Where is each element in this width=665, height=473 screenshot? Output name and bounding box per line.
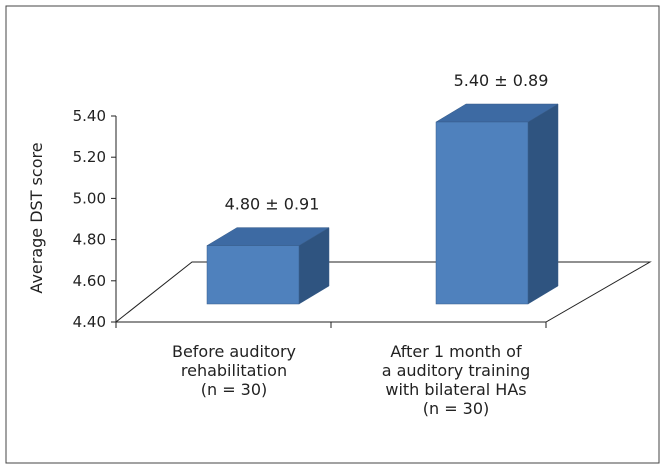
x-category-line: Before auditory [172,342,296,361]
x-axis-categories: Before auditory rehabilitation (n = 30)Aft… [172,342,530,418]
y-tick-label: 4.60 [73,272,106,290]
x-category-label: After 1 month of a auditory training with … [382,342,531,418]
bar-front-face [206,245,300,305]
bar [435,103,559,305]
x-category-line: (n = 30) [201,380,268,399]
bar-side-face [527,103,559,305]
data-label: 4.80 ± 0.91 [225,195,320,214]
bar-front-face [435,121,529,305]
x-category-line: a auditory training [382,361,531,380]
x-category-line: (n = 30) [423,399,490,418]
y-tick-label: 4.80 [73,231,106,249]
y-tick-label: 5.20 [73,148,106,166]
y-tick-label: 5.40 [73,107,106,125]
y-axis: 4.40 4.60 4.80 5.00 5.20 5.40 [73,107,547,331]
y-tick-label: 5.00 [73,189,106,207]
x-category-label: Before auditory rehabilitation (n = 30) [172,342,296,399]
floor-plane [114,261,652,323]
y-axis-label: Average DST score [27,142,46,293]
bars [206,103,559,305]
data-label: 5.40 ± 0.89 [454,71,549,90]
data-labels: 4.80 ± 0.91 5.40 ± 0.89 [225,71,549,214]
x-category-line: with bilateral HAs [385,380,526,399]
y-tick-label: 4.40 [73,313,106,331]
x-category-line: rehabilitation [181,361,287,380]
x-category-line: After 1 month of [390,342,522,361]
bar [206,227,330,305]
